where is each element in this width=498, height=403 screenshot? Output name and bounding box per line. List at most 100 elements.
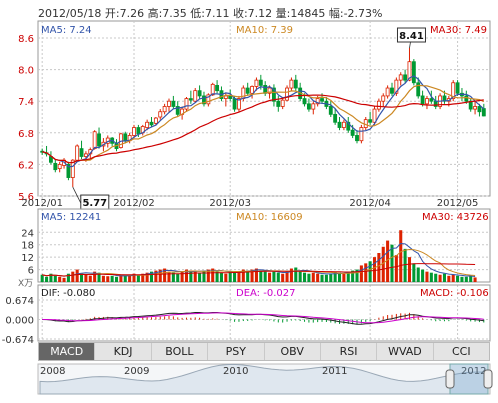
candle-down	[328, 106, 333, 115]
volume-bar	[75, 269, 79, 282]
candle-down	[337, 121, 342, 128]
navigator-year-label: 2009	[124, 366, 149, 377]
tab-rsi[interactable]: RSI	[321, 343, 378, 360]
candle-down	[416, 82, 421, 97]
volume-bar	[390, 244, 394, 282]
volume-tick-label: 12	[21, 253, 34, 264]
macd-grid	[38, 299, 490, 340]
volume-bar	[403, 248, 407, 282]
volume-bar	[447, 275, 451, 282]
candle-down	[272, 87, 276, 102]
volume-bar	[303, 272, 307, 282]
volume-bar	[241, 269, 245, 282]
annotation-label: 8.41	[399, 31, 424, 42]
candle-down	[79, 148, 84, 157]
volume-bar	[268, 272, 272, 282]
navigator-selection[interactable]	[449, 363, 489, 395]
volume-bar	[219, 272, 223, 282]
candle-up	[206, 94, 211, 105]
date-tick-label: 2012/03	[209, 198, 251, 209]
vol-ma5-legend: MA5: 12241	[41, 212, 101, 223]
volume-bar	[132, 273, 136, 282]
volume-bar	[149, 271, 154, 282]
date-tick-label: 2012/05	[437, 198, 479, 209]
macd-panel-frame	[37, 284, 491, 342]
volume-bar	[97, 272, 101, 282]
volume-bar	[198, 272, 202, 282]
volume-ma-lines	[42, 242, 476, 277]
candle-down	[188, 98, 193, 101]
candle-up	[425, 98, 429, 105]
volume-bar	[316, 273, 320, 282]
ma30-line	[42, 94, 484, 164]
candle-up	[372, 108, 377, 123]
candle-down	[333, 113, 338, 123]
volume-bar	[263, 271, 267, 282]
volume-bar	[438, 274, 442, 282]
volume-bar	[158, 269, 162, 282]
candle-down	[228, 95, 233, 99]
ma10-line	[42, 84, 485, 164]
tab-macd[interactable]: MACD	[39, 343, 96, 360]
volume-bar	[442, 273, 446, 282]
volume-bar	[141, 273, 145, 282]
volume-bar	[40, 274, 44, 282]
candle-down	[346, 121, 351, 131]
navigator-left-handle[interactable]	[445, 369, 455, 389]
volume-bar	[202, 270, 206, 282]
tab-psy[interactable]: PSY	[208, 343, 265, 360]
volume-bar	[106, 276, 110, 282]
ma10-legend: MA10: 7.39	[236, 25, 293, 36]
candle-up	[145, 121, 150, 128]
volume-bar	[110, 275, 114, 282]
volume-bar	[189, 270, 193, 282]
volume-bars	[40, 230, 477, 282]
candle-up	[398, 74, 403, 81]
navigator-area	[39, 363, 489, 395]
quote-header: 2012/05/18 开:7.26 高:7.35 低:7.11 收:7.12 量…	[38, 7, 383, 20]
candle-down	[481, 108, 486, 117]
volume-bar	[355, 269, 359, 282]
candle-down	[455, 82, 460, 94]
price-panel-frame	[37, 20, 491, 197]
navigator-year-label: 2011	[322, 366, 347, 377]
volume-bar	[53, 275, 57, 282]
tab-wvad[interactable]: WVAD	[377, 343, 434, 360]
tab-kdj[interactable]: KDJ	[95, 343, 152, 360]
volume-bar	[381, 246, 385, 282]
navigator-right-handle[interactable]	[483, 369, 493, 389]
volume-bar	[233, 272, 237, 282]
volume-bar	[250, 269, 254, 282]
volume-bar	[364, 263, 368, 282]
tab-obv[interactable]: OBV	[265, 343, 321, 360]
volume-bar	[45, 276, 49, 282]
volume-bar	[386, 240, 390, 282]
volume-bar	[176, 273, 180, 282]
volume-bar	[425, 271, 429, 282]
candle-down	[215, 85, 220, 92]
range-navigator: 2008 2009 2010 2011 2012	[37, 363, 493, 395]
volume-bar	[101, 275, 105, 282]
tab-cci[interactable]: CCI	[452, 345, 471, 358]
price-candles	[40, 48, 486, 188]
candle-down	[276, 100, 281, 107]
volume-unit: X万	[18, 279, 33, 289]
volume-bar	[119, 274, 123, 282]
indicator-tabs: MACD KDJ BOLL PSY OBV RSI WVAD CCI	[38, 342, 490, 361]
macd-tick-label: -0.674	[2, 335, 34, 346]
navigator-year-label: 2008	[40, 366, 65, 377]
candle-up	[237, 98, 241, 110]
candle-up	[394, 79, 399, 94]
candle-up	[70, 159, 75, 178]
vol-ma30-legend: MA30: 43726	[422, 212, 489, 223]
candle-up	[250, 86, 254, 94]
candle-up	[162, 106, 167, 113]
candle-up	[132, 127, 136, 136]
dea-legend: DEA: -0.027	[236, 288, 295, 299]
tab-boll[interactable]: BOLL	[152, 343, 209, 360]
volume-bar	[211, 268, 215, 282]
volume-bar	[193, 271, 197, 282]
candle-up	[210, 83, 215, 96]
candle-up	[75, 145, 80, 161]
